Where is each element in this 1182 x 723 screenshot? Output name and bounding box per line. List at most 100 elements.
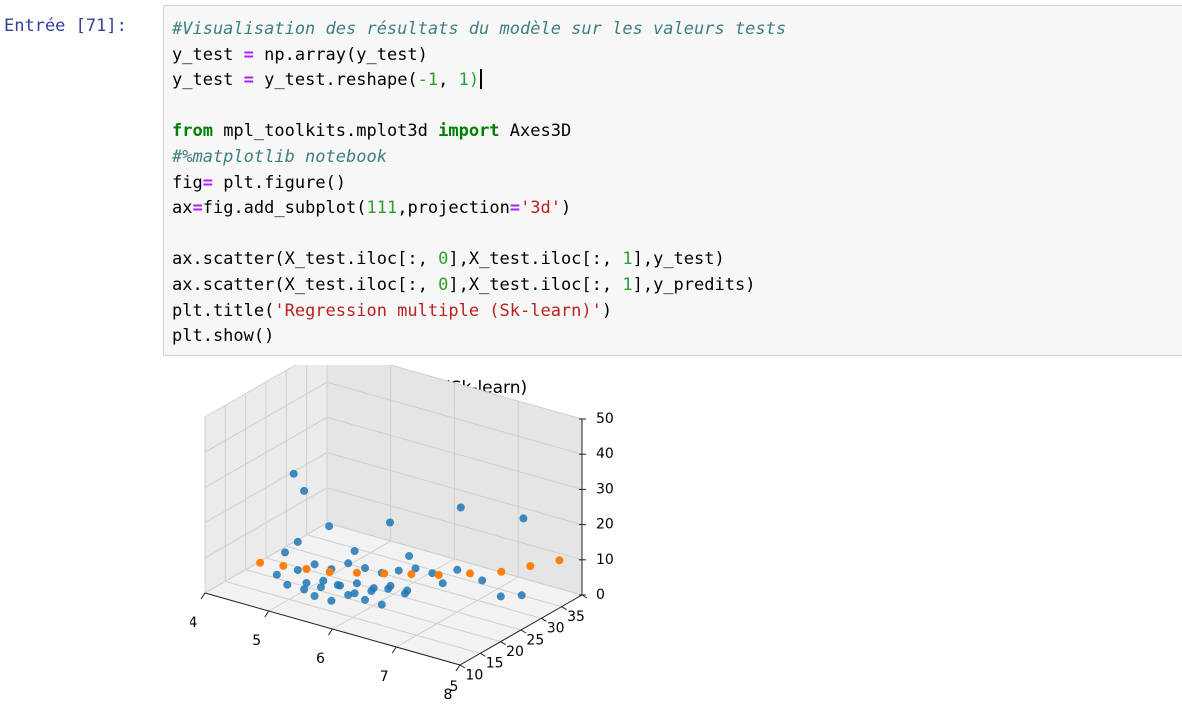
series-2-point (279, 561, 288, 570)
code-comment: #%matplotlib notebook (172, 146, 387, 167)
series-1-point (319, 576, 328, 585)
series-1-point (302, 579, 311, 587)
code-line-2: y_test = np.array(y_test) (172, 43, 786, 69)
z-tick-label: 20 (596, 517, 614, 533)
code-token: ,projection (397, 198, 510, 219)
code-token: Axes3D (499, 121, 572, 142)
y-tick-mark (480, 652, 486, 657)
code-line-1: #Visualisation des résultats du modèle s… (172, 17, 786, 43)
series-1-point (350, 547, 359, 555)
code-line-7: fig= plt.figure() (172, 171, 786, 197)
x-tick-mark (264, 610, 270, 618)
code-token: plt.figure() (212, 172, 347, 193)
code-token: y_test (172, 70, 244, 91)
y-tick-mark (520, 629, 527, 634)
x-tick-mark (200, 592, 206, 600)
series-1-point (478, 576, 487, 585)
grid-line (326, 452, 583, 526)
series-1-point (289, 469, 298, 478)
series-1-point (293, 537, 302, 546)
code-operator: = (509, 198, 521, 219)
series-2-point (302, 565, 311, 573)
y-tick-label: 15 (486, 656, 504, 672)
series-1-point (386, 581, 395, 590)
code-cell-input[interactable]: #Visualisation des résultats du modèle s… (163, 5, 1182, 356)
z-tick-label: 10 (596, 552, 614, 568)
grid-line (326, 487, 583, 561)
series-1-point (361, 564, 369, 573)
code-number: 1 (622, 249, 633, 270)
series-1-point (344, 591, 353, 599)
cell-output: Regression multiple (Sk-learn) 456785101… (189, 346, 650, 719)
series-2-point (466, 569, 474, 578)
y-tick-mark (541, 617, 547, 622)
x-tick-label: 6 (316, 651, 325, 667)
code-line-6: #%matplotlib notebook (172, 145, 786, 171)
code-token: mpl_toolkits.mplot3d (212, 121, 439, 142)
code-line-12: plt.title('Regression multiple (Sk-learn… (172, 299, 786, 325)
code-line-11: ax.scatter(X_test.iloc[:, 0],X_test.iloc… (172, 273, 786, 299)
y-tick-label: 25 (526, 632, 544, 648)
code-operator: = (192, 198, 203, 219)
y-tick-label: 20 (506, 644, 524, 660)
code-line-9 (172, 222, 786, 248)
series-1-point (428, 569, 437, 578)
series-1-point (496, 592, 505, 601)
series-2-point (497, 567, 506, 576)
series-2-point (256, 558, 265, 567)
series-1-point (411, 564, 420, 573)
code-operator: = (243, 70, 254, 91)
y-tick-label: 10 (465, 667, 483, 683)
series-1-point (281, 548, 289, 557)
series-1-point (386, 518, 394, 527)
code-number: 0 (438, 274, 449, 295)
code-line-13: plt.show() (172, 324, 786, 350)
code-token: fig.add_subplot( (202, 198, 367, 219)
code-token: ax.scatter(X_test.iloc[:, (172, 274, 439, 295)
grid-line (204, 487, 328, 559)
y-tick-label: 30 (547, 621, 565, 637)
code-editor[interactable]: #Visualisation des résultats du modèle s… (172, 17, 786, 350)
series-1-point (361, 595, 369, 604)
series-2-point (526, 562, 535, 570)
code-token: plt.title( (172, 300, 275, 321)
series-1-point (300, 486, 309, 495)
series-1-point (344, 559, 353, 568)
code-string: '3d' (520, 198, 562, 219)
code-operator: = (202, 172, 213, 193)
y-tick-mark (459, 664, 466, 669)
y-tick-mark (561, 606, 567, 611)
code-comment: #Visualisation des résultats du modèle s… (172, 19, 787, 39)
series-1-point (350, 589, 359, 598)
code-number: -1 (417, 70, 439, 91)
code-keyword: import (438, 121, 500, 142)
series-1-point (394, 566, 403, 575)
series-1-point (310, 592, 319, 600)
x-tick-mark (455, 664, 461, 672)
y-tick-mark (500, 641, 506, 646)
code-token: ],y_test) (632, 249, 725, 270)
series-1-point (352, 579, 361, 588)
text-cursor (480, 69, 483, 90)
code-token: y_test.reshape( (253, 70, 418, 91)
grid-line (326, 381, 583, 455)
data-points (256, 469, 564, 609)
series-1-point (317, 583, 325, 592)
z-tick-label: 0 (596, 587, 605, 603)
code-token: ) (468, 70, 480, 91)
grid-line (326, 522, 583, 596)
x-tick-label: 8 (444, 687, 453, 703)
series-1-point (310, 560, 319, 569)
series-1-point (453, 565, 462, 574)
series-1-point (272, 570, 281, 579)
z-tick-label: 40 (596, 446, 614, 462)
code-token: , (438, 70, 459, 91)
series-1-point (403, 586, 412, 595)
grid-line (286, 545, 542, 619)
grid-line (204, 381, 328, 453)
scatter-3d-plot: Regression multiple (Sk-learn) 456785101… (189, 346, 614, 703)
x-tick-mark (391, 646, 397, 654)
code-number: 1 (458, 70, 469, 91)
grid-line (225, 580, 481, 654)
